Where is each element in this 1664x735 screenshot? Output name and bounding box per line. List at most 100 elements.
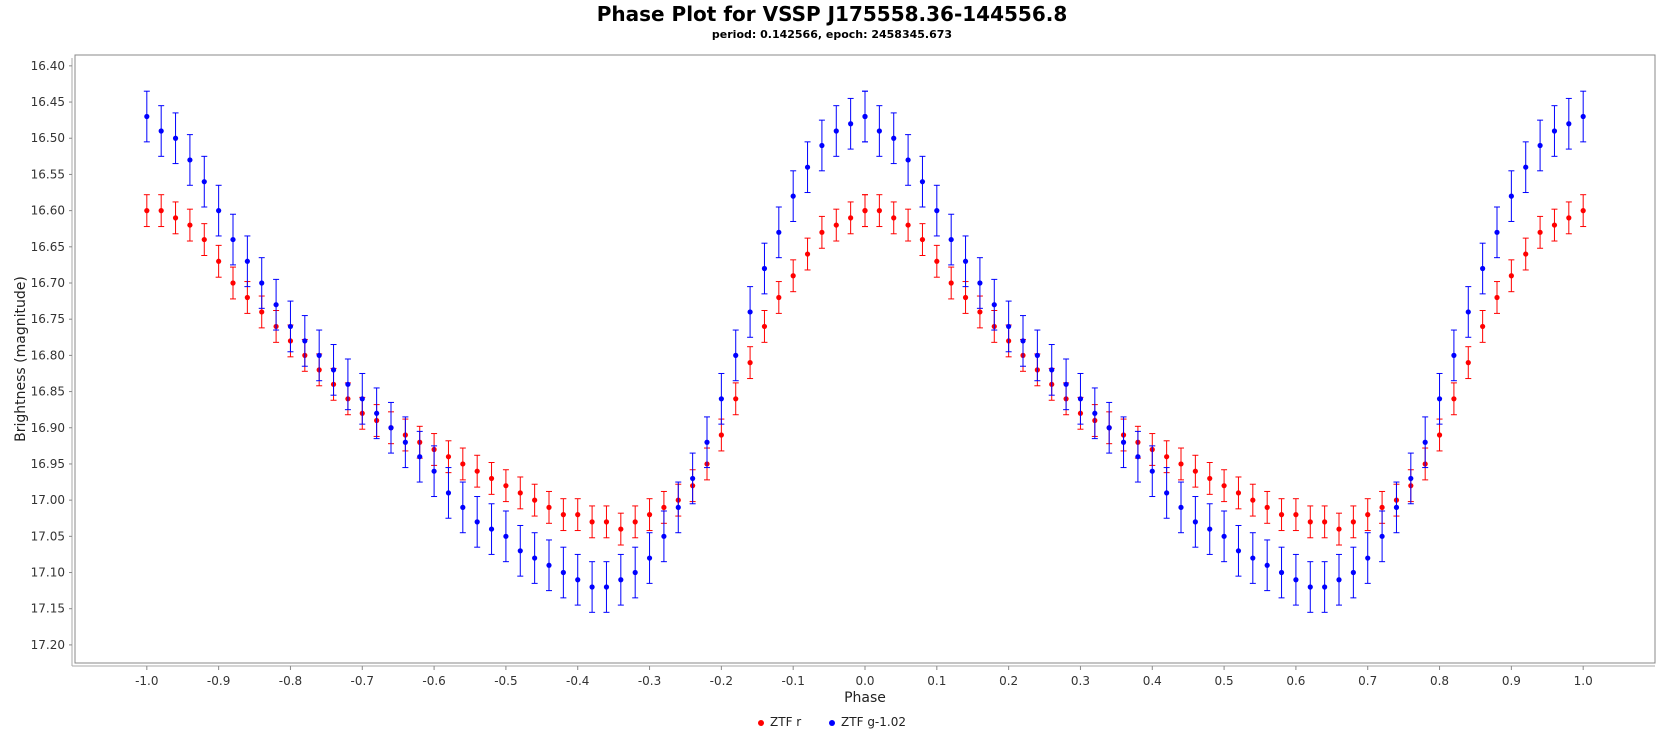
data-point[interactable] <box>1293 512 1299 518</box>
data-point[interactable] <box>1480 323 1486 330</box>
data-point[interactable] <box>833 222 839 228</box>
data-point[interactable] <box>934 258 940 264</box>
data-point[interactable] <box>848 215 854 221</box>
data-point[interactable] <box>1480 265 1486 272</box>
data-point[interactable] <box>632 569 638 576</box>
data-point[interactable] <box>747 360 753 366</box>
data-point[interactable] <box>876 128 882 134</box>
data-point[interactable] <box>460 461 466 467</box>
data-point[interactable] <box>603 519 610 525</box>
data-point[interactable] <box>445 490 452 496</box>
data-point[interactable] <box>1408 475 1414 482</box>
data-point[interactable] <box>230 280 236 286</box>
data-point[interactable] <box>1006 323 1012 330</box>
data-point[interactable] <box>388 425 394 431</box>
data-point[interactable] <box>704 439 710 445</box>
data-point[interactable] <box>833 128 839 134</box>
data-point[interactable] <box>1508 273 1514 279</box>
data-point[interactable] <box>589 584 595 590</box>
data-point[interactable] <box>546 504 552 510</box>
data-point[interactable] <box>776 229 782 235</box>
data-point[interactable] <box>302 338 308 344</box>
data-point[interactable] <box>905 222 911 228</box>
data-point[interactable] <box>259 280 265 286</box>
data-point[interactable] <box>1336 577 1342 583</box>
data-point[interactable] <box>733 352 739 358</box>
data-point[interactable] <box>445 454 452 460</box>
data-point[interactable] <box>144 208 150 214</box>
data-point[interactable] <box>1149 468 1155 474</box>
data-point[interactable] <box>287 323 294 330</box>
data-point[interactable] <box>761 265 768 272</box>
data-point[interactable] <box>374 410 380 416</box>
data-point[interactable] <box>359 396 365 402</box>
data-point[interactable] <box>1192 468 1198 474</box>
data-point[interactable] <box>532 555 538 561</box>
data-point[interactable] <box>1207 475 1213 482</box>
data-point[interactable] <box>1365 512 1371 518</box>
data-point[interactable] <box>905 157 911 163</box>
data-point[interactable] <box>718 396 724 402</box>
legend-item-ztf-r[interactable]: ZTF r <box>758 715 801 729</box>
data-point[interactable] <box>1221 533 1227 539</box>
data-point[interactable] <box>646 512 653 518</box>
data-point[interactable] <box>819 142 825 149</box>
data-point[interactable] <box>1264 504 1270 510</box>
data-point[interactable] <box>517 548 523 554</box>
data-point[interactable] <box>517 490 523 496</box>
data-point[interactable] <box>632 519 638 525</box>
data-point[interactable] <box>589 519 595 525</box>
data-point[interactable] <box>474 468 480 474</box>
data-point[interactable] <box>1322 519 1328 525</box>
data-point[interactable] <box>1551 222 1558 228</box>
data-point[interactable] <box>259 309 265 315</box>
data-point[interactable] <box>1192 519 1198 525</box>
data-point[interactable] <box>790 273 796 279</box>
data-point[interactable] <box>718 432 724 438</box>
data-point[interactable] <box>503 533 509 539</box>
data-point[interactable] <box>661 504 667 510</box>
data-point[interactable] <box>848 121 854 127</box>
data-point[interactable] <box>1135 454 1141 460</box>
data-point[interactable] <box>1293 577 1299 583</box>
data-point[interactable] <box>1465 309 1471 315</box>
data-point[interactable] <box>804 251 811 257</box>
data-point[interactable] <box>230 236 236 243</box>
data-point[interactable] <box>962 258 969 264</box>
data-point[interactable] <box>1336 526 1342 532</box>
data-point[interactable] <box>977 309 983 315</box>
data-point[interactable] <box>804 164 811 170</box>
data-point[interactable] <box>690 475 696 482</box>
data-point[interactable] <box>1537 229 1543 235</box>
data-point[interactable] <box>460 504 466 510</box>
data-point[interactable] <box>1020 338 1026 344</box>
data-point[interactable] <box>1379 504 1385 510</box>
data-point[interactable] <box>1551 128 1558 134</box>
data-point[interactable] <box>991 302 997 308</box>
data-point[interactable] <box>201 236 207 243</box>
data-point[interactable] <box>1494 229 1500 235</box>
data-point[interactable] <box>1049 367 1055 373</box>
data-point[interactable] <box>1465 360 1471 366</box>
data-point[interactable] <box>488 526 495 532</box>
data-point[interactable] <box>1494 294 1500 301</box>
data-point[interactable] <box>1264 562 1270 568</box>
data-point[interactable] <box>962 294 969 301</box>
data-point[interactable] <box>1278 569 1285 576</box>
data-point[interactable] <box>891 135 897 141</box>
data-point[interactable] <box>575 512 581 518</box>
data-point[interactable] <box>431 468 437 474</box>
data-point[interactable] <box>1221 483 1227 489</box>
data-point[interactable] <box>948 236 954 243</box>
data-point[interactable] <box>345 381 351 387</box>
data-point[interactable] <box>532 497 538 503</box>
data-point[interactable] <box>1092 410 1098 416</box>
data-point[interactable] <box>244 294 250 301</box>
data-point[interactable] <box>1034 352 1040 358</box>
data-point[interactable] <box>891 215 897 221</box>
data-point[interactable] <box>503 483 509 489</box>
data-point[interactable] <box>733 396 739 402</box>
data-point[interactable] <box>1350 519 1356 525</box>
data-point[interactable] <box>1278 512 1285 518</box>
data-point[interactable] <box>201 179 207 185</box>
